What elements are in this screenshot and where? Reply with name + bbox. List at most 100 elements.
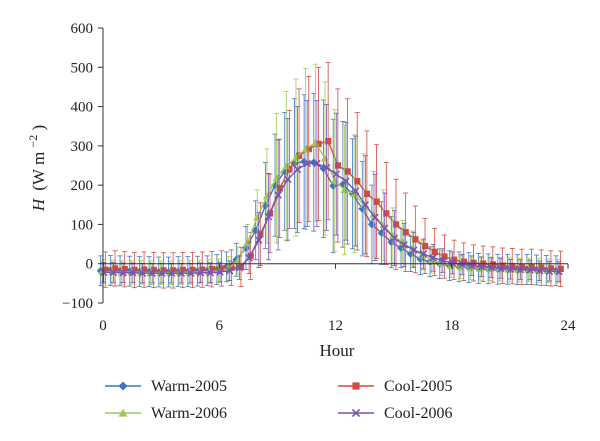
data-point bbox=[547, 265, 555, 272]
data-point bbox=[284, 175, 292, 184]
data-point bbox=[460, 258, 467, 265]
data-point bbox=[303, 159, 311, 168]
y-axis-title-exponent: −2 bbox=[26, 135, 40, 148]
data-point bbox=[400, 241, 408, 249]
legend-marker bbox=[118, 408, 128, 417]
data-point bbox=[557, 265, 564, 273]
data-point bbox=[187, 269, 195, 277]
data-point bbox=[228, 264, 235, 271]
y-tick-label: 0 bbox=[86, 257, 94, 273]
data-point bbox=[158, 269, 166, 277]
data-point bbox=[361, 201, 370, 209]
data-point bbox=[293, 165, 302, 174]
data-point bbox=[373, 198, 380, 205]
legend: Warm-2005 Cool-2005 Warm-2006 Cool-2006 bbox=[105, 378, 452, 422]
y-tick-label: −100 bbox=[62, 296, 93, 312]
data-point bbox=[179, 266, 187, 274]
x-axis-title: Hour bbox=[320, 341, 355, 360]
data-point bbox=[377, 229, 386, 238]
data-point bbox=[419, 250, 428, 258]
data-point bbox=[390, 234, 399, 242]
data-point bbox=[311, 138, 320, 146]
data-point bbox=[272, 174, 281, 182]
data-point bbox=[321, 154, 330, 162]
data-point bbox=[439, 256, 447, 265]
series-warm-2006 bbox=[98, 63, 562, 285]
data-point bbox=[410, 246, 418, 254]
data-point bbox=[380, 224, 389, 233]
data-point bbox=[329, 181, 338, 190]
data-point bbox=[487, 263, 496, 272]
data-point bbox=[526, 266, 534, 274]
data-point bbox=[506, 265, 515, 273]
legend-item-warm-2005: Warm-2005 bbox=[105, 378, 227, 395]
data-point bbox=[383, 210, 390, 217]
series-line bbox=[103, 162, 560, 274]
y-tick-label: 600 bbox=[71, 21, 94, 37]
data-point bbox=[148, 269, 156, 277]
data-point bbox=[262, 192, 271, 200]
legend-label: Cool-2005 bbox=[384, 378, 452, 395]
data-point bbox=[196, 268, 205, 277]
series-line bbox=[102, 141, 558, 274]
data-point bbox=[429, 254, 437, 262]
data-point bbox=[344, 168, 351, 175]
y-axis-title: H (W m −2 ) bbox=[22, 125, 48, 212]
data-point bbox=[330, 176, 339, 184]
data-point bbox=[324, 137, 332, 145]
data-point bbox=[322, 163, 331, 172]
y-tick-label: 300 bbox=[71, 139, 94, 155]
y-tick-label: 200 bbox=[71, 178, 94, 194]
data-point bbox=[528, 263, 535, 271]
data-point bbox=[412, 236, 419, 243]
data-point bbox=[334, 162, 342, 169]
x-tick-label: 0 bbox=[99, 318, 107, 334]
data-point bbox=[189, 266, 196, 274]
data-point bbox=[351, 187, 360, 195]
x-tick-label: 12 bbox=[328, 318, 343, 334]
y-axis-title-variable: H bbox=[29, 197, 48, 212]
data-point bbox=[509, 262, 516, 270]
data-point bbox=[121, 266, 128, 273]
data-point bbox=[371, 213, 379, 222]
data-point bbox=[253, 213, 262, 221]
data-point bbox=[470, 259, 477, 267]
data-point bbox=[274, 191, 282, 199]
data-point bbox=[257, 231, 264, 238]
data-point bbox=[276, 185, 283, 192]
data-point bbox=[264, 212, 273, 221]
data-point bbox=[315, 140, 322, 148]
data-point bbox=[458, 260, 466, 269]
data-point bbox=[235, 263, 244, 272]
data-point bbox=[150, 266, 157, 274]
data-point bbox=[208, 266, 216, 273]
data-point bbox=[291, 153, 300, 161]
data-point bbox=[421, 242, 429, 250]
x-tick-label: 24 bbox=[561, 318, 577, 334]
data-point bbox=[313, 159, 321, 168]
series-cool-2006 bbox=[100, 100, 563, 284]
data-point bbox=[392, 221, 400, 228]
data-point bbox=[305, 145, 312, 153]
data-point bbox=[301, 145, 310, 153]
legend-marker bbox=[352, 382, 360, 390]
data-point bbox=[167, 269, 176, 277]
data-point bbox=[233, 256, 242, 264]
data-point bbox=[177, 269, 186, 277]
data-point bbox=[119, 268, 127, 277]
data-point bbox=[255, 236, 263, 244]
data-point bbox=[535, 267, 544, 275]
data-point bbox=[140, 266, 148, 273]
y-tick-label: 500 bbox=[71, 60, 94, 76]
data-point bbox=[129, 268, 137, 277]
data-point bbox=[245, 254, 253, 262]
data-point bbox=[545, 267, 554, 275]
y-axis-title-unit: (W m bbox=[29, 152, 48, 191]
data-point bbox=[131, 266, 138, 274]
data-point bbox=[342, 177, 350, 185]
data-point bbox=[367, 220, 376, 229]
legend-marker bbox=[118, 381, 128, 391]
data-point bbox=[282, 162, 291, 170]
legend-label: Warm-2005 bbox=[151, 378, 227, 395]
